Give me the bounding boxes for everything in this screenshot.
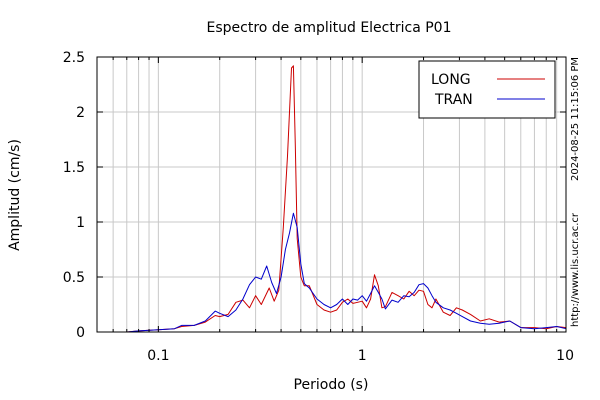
timestamp-label: 2024-08-25 11:15:06 PM	[570, 57, 581, 181]
y-tick-label: 0.5	[63, 270, 85, 286]
series-line-tran	[97, 212, 567, 333]
chart-title: Espectro de amplitud Electrica P01	[207, 20, 452, 36]
legend-label-tran: TRAN	[434, 92, 473, 108]
legend-label-long: LONG	[431, 72, 471, 88]
y-tick-label: 0	[76, 325, 85, 341]
x-tick-label: 1	[358, 348, 367, 364]
legend-box	[418, 60, 556, 119]
y-tick-label: 2	[76, 105, 85, 121]
source-url-label: http://www.lis.ucr.ac.cr	[570, 212, 581, 327]
y-axis-title: Amplitud (cm/s)	[7, 139, 23, 251]
x-axis-title: Periodo (s)	[294, 377, 369, 393]
x-tick-label: 0.1	[147, 348, 169, 364]
y-tick-label: 1	[76, 215, 85, 231]
x-tick-label: 10	[556, 348, 574, 364]
series-line-long	[97, 65, 567, 333]
y-tick-label: 1.5	[63, 160, 85, 176]
plot-frame	[96, 56, 567, 333]
axis-ticks: 0 0.5 1 1.5 2 2.5 0.1 1 10	[63, 50, 574, 364]
legend: LONG TRAN	[418, 60, 556, 119]
series-lines	[97, 65, 567, 333]
y-tick-label: 2.5	[63, 50, 85, 66]
